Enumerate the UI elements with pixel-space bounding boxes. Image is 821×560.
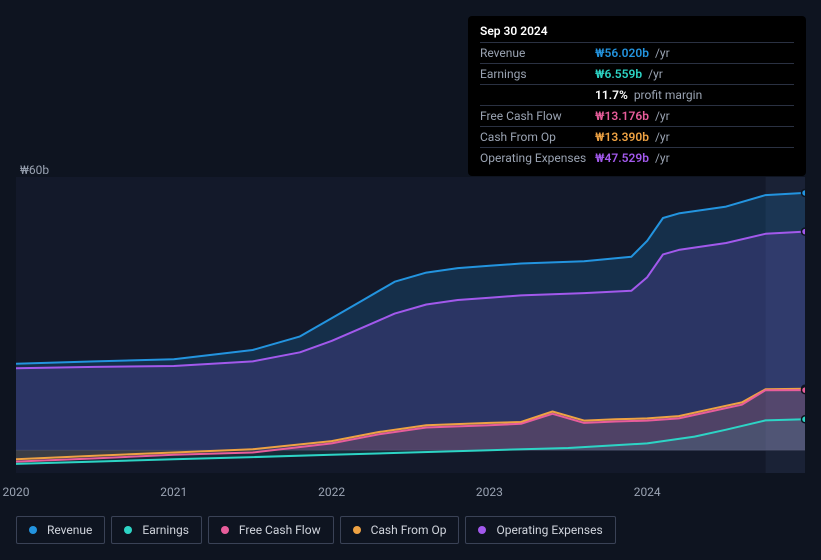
legend-dot-icon [221,526,229,534]
x-axis-label: 2022 [318,485,345,499]
legend-item[interactable]: Earnings [111,516,202,544]
legend-label: Free Cash Flow [239,523,321,537]
tooltip-row: Free Cash Flow₩13.176b /yr [480,105,794,126]
x-axis-label: 2020 [3,485,30,499]
tooltip-row: Earnings₩6.559b /yr [480,63,794,84]
tooltip-value: ₩13.176b [595,109,649,123]
legend-item[interactable]: Free Cash Flow [208,516,334,544]
legend-label: Earnings [142,523,189,537]
tooltip-suffix: /yr [645,67,663,81]
legend-label: Operating Expenses [496,523,602,537]
tooltip-label: Earnings [480,67,595,81]
legend-item[interactable]: Cash From Op [340,516,460,544]
tooltip-label: Free Cash Flow [480,109,595,123]
legend-dot-icon [29,526,37,534]
legend-dot-icon [478,526,486,534]
y-axis-label: ₩60b [20,163,49,177]
x-axis-label: 2023 [476,485,503,499]
legend-item[interactable]: Operating Expenses [465,516,615,544]
chart-legend: Revenue Earnings Free Cash Flow Cash From O… [16,516,616,544]
tooltip-suffix: /yr [652,151,670,165]
tooltip-label: Operating Expenses [480,151,595,165]
tooltip-row: Operating Expenses₩47.529b /yr [480,147,794,168]
tooltip-suffix: profit margin [631,88,702,102]
tooltip-value: ₩56.020b [595,46,649,60]
legend-dot-icon [353,526,361,534]
tooltip-label: Cash From Op [480,130,595,144]
tooltip-value: ₩6.559b [595,67,642,81]
legend-label: Cash From Op [371,523,447,537]
legend-item[interactable]: Revenue [16,516,105,544]
tooltip-value: ₩47.529b [595,151,649,165]
tooltip-suffix: /yr [652,130,670,144]
legend-label: Revenue [47,523,92,537]
chart-tooltip: Sep 30 2024 Revenue₩56.020b /yrEarnings₩… [468,16,806,176]
x-axis-label: 2024 [634,485,661,499]
tooltip-date: Sep 30 2024 [480,24,794,42]
tooltip-row: Revenue₩56.020b /yr [480,42,794,63]
tooltip-row: Cash From Op₩13.390b /yr [480,126,794,147]
tooltip-suffix: /yr [652,109,670,123]
tooltip-label: Revenue [480,46,595,60]
financials-chart[interactable] [16,177,805,473]
x-axis-label: 2021 [160,485,187,499]
tooltip-row: 11.7% profit margin [480,84,794,105]
tooltip-value: ₩13.390b [595,130,649,144]
tooltip-suffix: /yr [652,46,670,60]
tooltip-value: 11.7% [595,88,628,102]
tooltip-label [480,88,595,102]
legend-dot-icon [124,526,132,534]
